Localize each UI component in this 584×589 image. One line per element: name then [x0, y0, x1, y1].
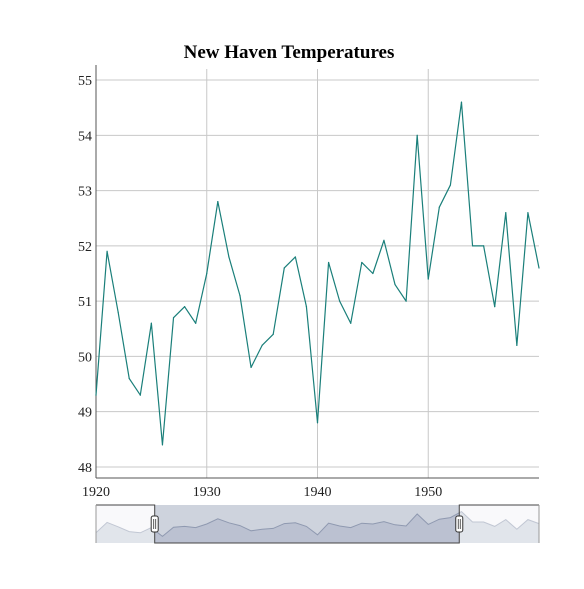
series-layer — [95, 101, 540, 446]
data-point — [128, 377, 130, 380]
y-tick-label: 54 — [78, 129, 92, 144]
data-point — [316, 422, 319, 424]
data-point — [527, 212, 529, 214]
data-point — [460, 101, 463, 103]
data-point — [217, 201, 219, 203]
data-point — [327, 261, 330, 264]
data-point — [361, 261, 363, 264]
data-point — [261, 344, 263, 346]
y-tick-label: 53 — [78, 185, 92, 200]
data-point — [206, 272, 208, 275]
data-point — [394, 283, 396, 286]
data-point — [405, 300, 407, 302]
data-point — [95, 394, 97, 396]
data-point — [228, 256, 230, 258]
range-right-handle[interactable] — [455, 515, 464, 533]
data-point — [250, 366, 252, 369]
data-point — [172, 317, 175, 319]
data-point — [538, 267, 540, 269]
data-point — [139, 394, 141, 396]
data-point — [239, 295, 241, 297]
data-point — [471, 245, 474, 247]
data-point — [283, 267, 285, 269]
range-unselected-right — [459, 505, 539, 543]
data-point — [294, 256, 296, 258]
axes — [95, 65, 539, 479]
range-frame — [96, 504, 539, 544]
data-point — [416, 134, 418, 136]
data-point — [494, 306, 496, 308]
y-tick-label: 51 — [78, 295, 92, 310]
range-left-handle[interactable] — [150, 515, 159, 533]
data-point — [117, 311, 119, 313]
y-tick-label: 55 — [78, 74, 92, 89]
y-axis-ticks: 48 49 50 51 52 53 54 55 — [78, 74, 92, 476]
range-line — [95, 510, 540, 538]
x-tick-label: 1940 — [304, 485, 332, 500]
data-point — [195, 322, 197, 324]
data-point — [372, 272, 374, 275]
y-tick-label: 50 — [78, 350, 92, 365]
y-tick-label: 52 — [78, 240, 92, 255]
chart-title: New Haven Temperatures — [184, 42, 395, 63]
data-point — [339, 300, 341, 302]
y-tick-label: 49 — [78, 406, 92, 421]
data-point — [449, 184, 451, 186]
range-unselected-left — [96, 505, 155, 543]
data-point — [150, 322, 152, 324]
y-tick-label: 48 — [78, 461, 92, 476]
data-point — [350, 322, 352, 324]
data-point — [505, 212, 507, 214]
data-point — [427, 278, 429, 280]
data-point — [184, 306, 186, 308]
data-point — [161, 444, 164, 446]
x-tick-label: 1950 — [414, 485, 442, 500]
data-point — [106, 250, 108, 252]
x-tick-label: 1920 — [82, 485, 110, 500]
range-selected-window — [154, 505, 460, 543]
x-axis-ticks: 1920 1930 1940 1950 — [82, 485, 442, 500]
data-point — [438, 206, 440, 208]
data-point — [272, 333, 274, 335]
data-point — [516, 344, 518, 346]
x-tick-label: 1930 — [193, 485, 221, 500]
range-selector[interactable] — [95, 504, 540, 544]
data-point — [305, 306, 308, 308]
data-point — [383, 239, 385, 241]
data-point — [483, 245, 485, 247]
